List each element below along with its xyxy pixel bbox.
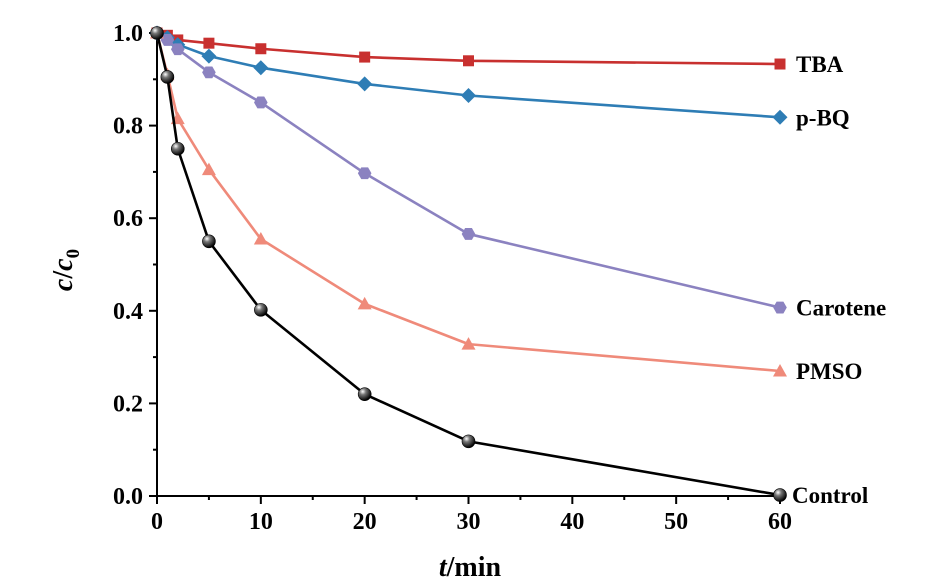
hexagon-marker — [202, 66, 216, 79]
sphere-marker — [461, 434, 476, 449]
square-marker — [255, 43, 267, 55]
diamond-marker — [772, 109, 788, 125]
series-p-bq — [149, 25, 788, 125]
triangle-marker — [201, 162, 216, 176]
series-line-carotene — [156, 31, 781, 309]
diamond-marker — [201, 48, 217, 64]
triangle-marker — [773, 363, 787, 377]
sphere-marker — [357, 387, 372, 401]
series-line-p-bq — [156, 31, 781, 119]
series-label-control: Control — [792, 483, 868, 508]
sphere-marker — [202, 234, 216, 249]
triangle-marker — [357, 296, 372, 310]
diamond-marker — [253, 60, 269, 76]
triangle-marker — [253, 232, 268, 245]
x-tick-label: 30 — [457, 509, 481, 535]
x-tick-label: 10 — [249, 509, 273, 535]
square-marker — [774, 58, 786, 70]
square-marker — [203, 37, 215, 49]
hexagon-marker — [254, 96, 268, 109]
y-tick-label: 0.8 — [113, 114, 143, 140]
sphere-marker — [254, 303, 268, 317]
diamond-marker — [357, 76, 373, 92]
series-carotene — [150, 27, 787, 314]
diamond-marker — [461, 88, 476, 104]
series-label-pmso: PMSO — [796, 359, 862, 384]
series-group — [149, 25, 788, 502]
hexagon-marker — [160, 34, 175, 46]
y-tick-label: 0.6 — [113, 206, 143, 232]
x-tick-label: 60 — [768, 509, 792, 535]
hexagon-marker — [357, 167, 372, 180]
series-labels: TBA p-BQ Carotene PMSO Control — [792, 52, 886, 508]
series-label-p-bq: p-BQ — [796, 105, 850, 130]
series-pmso — [150, 26, 787, 377]
sphere-marker — [160, 70, 175, 84]
y-tick-label: 0.2 — [113, 391, 143, 417]
sphere-marker — [170, 141, 185, 156]
y-tick-label: 1.0 — [113, 21, 143, 47]
y-tick-label: 0.0 — [113, 484, 143, 510]
hexagon-marker — [461, 228, 476, 240]
axes: 0 10 20 30 40 50 60 0.0 0.2 0.4 0.6 0.8 1.0 — [113, 21, 792, 535]
y-tick-label: 0.4 — [113, 299, 143, 325]
square-marker — [463, 55, 474, 67]
x-tick-label: 40 — [560, 509, 584, 535]
x-tick-label: 50 — [664, 509, 688, 535]
hexagon-marker — [773, 301, 787, 314]
triangle-marker — [461, 337, 476, 350]
series-control — [150, 26, 787, 502]
square-marker — [359, 51, 371, 63]
series-label-carotene: Carotene — [796, 296, 886, 321]
series-line-pmso — [155, 32, 781, 373]
x-tick-label: 20 — [353, 509, 377, 535]
x-axis-title: t/min — [439, 552, 502, 583]
sphere-marker — [150, 26, 164, 40]
series-line-control — [155, 32, 781, 497]
x-tick-label: 0 — [151, 509, 163, 535]
y-axis-title: c/c0 — [48, 249, 84, 291]
sphere-marker — [773, 488, 787, 502]
hexagon-marker — [170, 43, 185, 56]
series-label-tba: TBA — [796, 52, 844, 77]
